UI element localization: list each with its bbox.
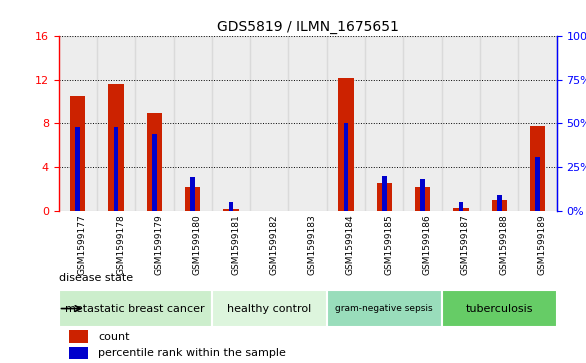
Text: GSM1599177: GSM1599177 (78, 215, 87, 275)
Bar (212, 36, 250, 211)
Bar (114, 127, 118, 211)
Text: GSM1599178: GSM1599178 (116, 215, 125, 275)
Bar (97, 36, 135, 211)
Bar (519, 36, 557, 211)
Text: metastatic breast cancer: metastatic breast cancer (66, 303, 205, 314)
Bar (365, 36, 403, 211)
Text: percentile rank within the sample: percentile rank within the sample (98, 348, 287, 358)
Text: GSM1599186: GSM1599186 (423, 215, 432, 275)
Bar (343, 123, 348, 211)
Bar (530, 126, 545, 211)
Text: tuberculosis: tuberculosis (465, 303, 533, 314)
Bar (69, 330, 88, 343)
Bar (69, 347, 88, 359)
Bar (59, 36, 97, 211)
Bar (108, 84, 124, 211)
Bar (190, 178, 195, 211)
Bar (415, 187, 430, 211)
Bar (146, 113, 162, 211)
Bar (403, 36, 442, 211)
Text: GSM1599180: GSM1599180 (193, 215, 202, 275)
Bar (442, 290, 557, 327)
Text: GSM1599188: GSM1599188 (499, 215, 508, 275)
Bar (185, 187, 200, 211)
Bar (173, 36, 212, 211)
Bar (492, 200, 507, 211)
Bar (70, 96, 86, 211)
Title: GDS5819 / ILMN_1675651: GDS5819 / ILMN_1675651 (217, 20, 398, 34)
Bar (535, 156, 540, 211)
Bar (459, 202, 463, 211)
Bar (223, 209, 239, 211)
Bar (480, 36, 519, 211)
Text: GSM1599182: GSM1599182 (270, 215, 278, 275)
Bar (59, 290, 212, 327)
Text: GSM1599185: GSM1599185 (384, 215, 393, 275)
Text: count: count (98, 332, 130, 342)
Text: GSM1599183: GSM1599183 (308, 215, 316, 275)
Bar (327, 36, 365, 211)
Text: healthy control: healthy control (227, 303, 312, 314)
Bar (288, 36, 327, 211)
Text: GSM1599189: GSM1599189 (537, 215, 547, 275)
Text: GSM1599179: GSM1599179 (154, 215, 163, 275)
Bar (442, 36, 480, 211)
Text: GSM1599184: GSM1599184 (346, 215, 355, 275)
Bar (497, 195, 502, 211)
Bar (135, 36, 173, 211)
Bar (377, 183, 392, 211)
Bar (420, 179, 425, 211)
Bar (76, 127, 80, 211)
Bar (229, 202, 233, 211)
Bar (382, 176, 387, 211)
Bar (453, 208, 469, 211)
Text: GSM1599187: GSM1599187 (461, 215, 470, 275)
Text: GSM1599181: GSM1599181 (231, 215, 240, 275)
Bar (250, 36, 288, 211)
Bar (212, 290, 327, 327)
Bar (327, 290, 442, 327)
Text: disease state: disease state (59, 273, 132, 283)
Text: gram-negative sepsis: gram-negative sepsis (335, 304, 433, 313)
Bar (152, 134, 156, 211)
Bar (338, 78, 353, 211)
